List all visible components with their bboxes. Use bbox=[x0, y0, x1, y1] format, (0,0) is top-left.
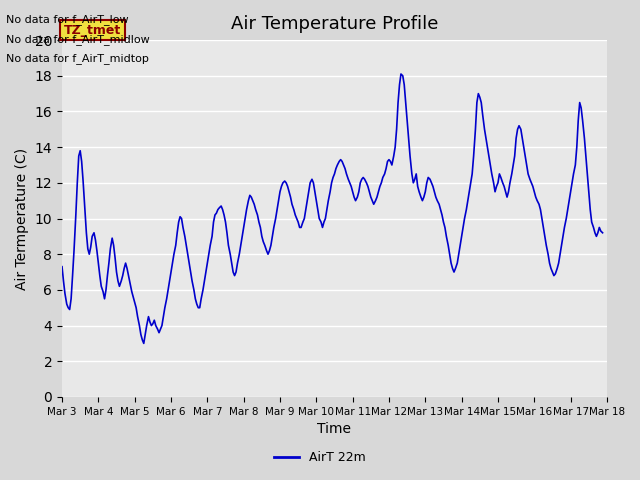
Text: No data for f_AirT_midtop: No data for f_AirT_midtop bbox=[6, 53, 149, 64]
X-axis label: Time: Time bbox=[317, 422, 351, 436]
Title: Air Temperature Profile: Air Temperature Profile bbox=[231, 15, 438, 33]
Y-axis label: Air Termperature (C): Air Termperature (C) bbox=[15, 147, 29, 289]
Legend: AirT 22m: AirT 22m bbox=[269, 446, 371, 469]
Text: No data for f_AirT_midlow: No data for f_AirT_midlow bbox=[6, 34, 150, 45]
Text: No data for f_AirT_low: No data for f_AirT_low bbox=[6, 14, 129, 25]
Text: TZ_tmet: TZ_tmet bbox=[64, 24, 121, 36]
